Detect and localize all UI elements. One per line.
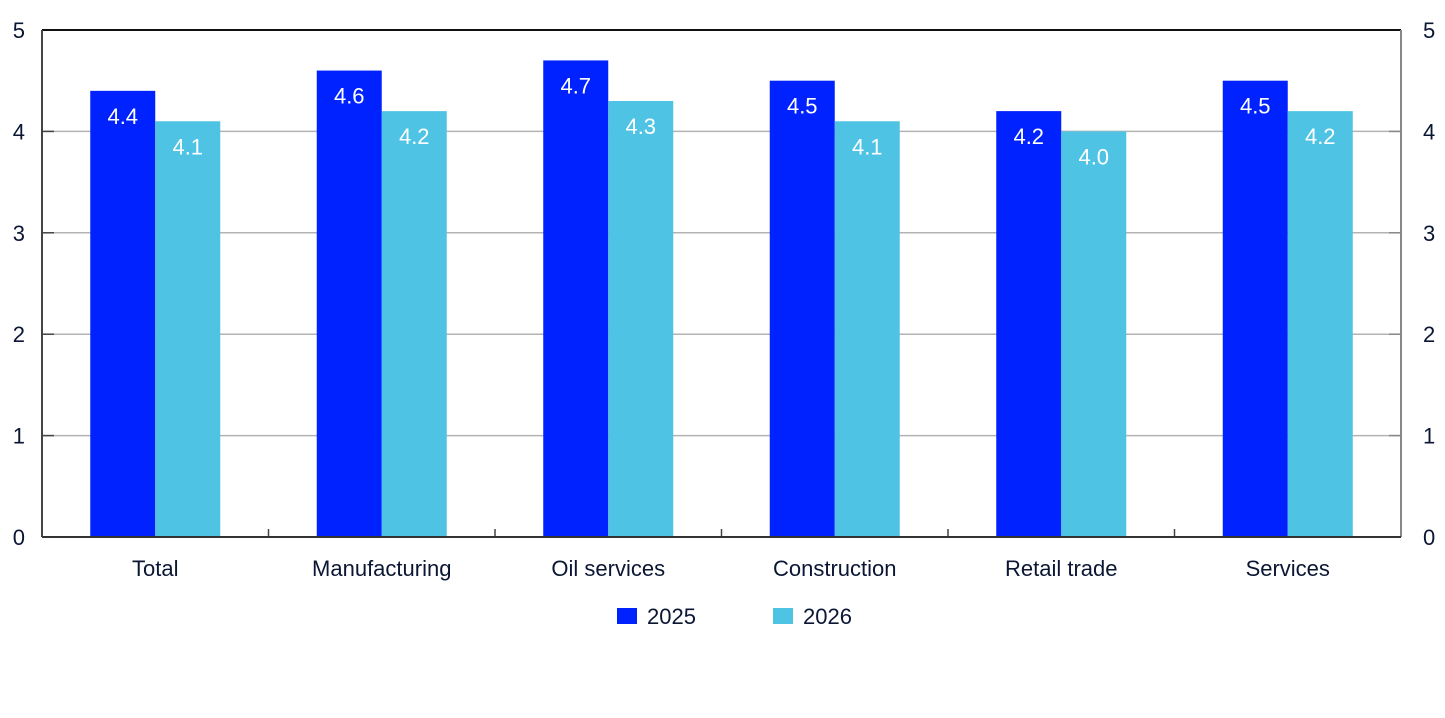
y-tick-label: 1 xyxy=(13,424,25,449)
bar-2025 xyxy=(1222,80,1288,537)
legend-label: 2026 xyxy=(803,604,852,629)
x-tick-label: Construction xyxy=(773,556,897,581)
data-label: 4.2 xyxy=(1013,124,1044,149)
legend-swatch-2026 xyxy=(773,608,793,624)
y-tick-label: 3 xyxy=(13,221,25,246)
data-label: 4.5 xyxy=(787,94,818,119)
y-tick-label: 4 xyxy=(13,119,25,144)
legend-swatch-2025 xyxy=(617,608,637,624)
data-label: 4.7 xyxy=(560,73,591,98)
bar-2025 xyxy=(996,111,1062,538)
y2-tick-label: 0 xyxy=(1423,525,1435,550)
y2-tick-label: 1 xyxy=(1423,424,1435,449)
bar-2026 xyxy=(1061,131,1127,537)
x-tick-label: Services xyxy=(1246,556,1330,581)
data-label: 4.1 xyxy=(852,134,883,159)
data-label: 4.2 xyxy=(1305,124,1336,149)
y2-tick-label: 3 xyxy=(1423,221,1435,246)
x-tick-label: Total xyxy=(132,556,178,581)
bar-2026 xyxy=(608,100,674,537)
bar-2025 xyxy=(90,90,156,537)
y2-tick-label: 2 xyxy=(1423,322,1435,347)
bar-2025 xyxy=(543,60,609,538)
data-label: 4.2 xyxy=(399,124,430,149)
legend-label: 2025 xyxy=(647,604,696,629)
bar-2025 xyxy=(316,70,382,537)
data-label: 4.3 xyxy=(625,114,656,139)
data-label: 4.5 xyxy=(1240,94,1271,119)
data-label: 4.4 xyxy=(107,104,138,129)
data-label: 4.6 xyxy=(334,84,365,109)
y2-tick-label: 4 xyxy=(1423,119,1435,144)
y2-tick-label: 5 xyxy=(1423,18,1435,43)
y-tick-label: 0 xyxy=(13,525,25,550)
bar-2026 xyxy=(834,121,900,537)
x-tick-label: Oil services xyxy=(551,556,665,581)
bar-2025 xyxy=(769,80,835,537)
y-tick-label: 2 xyxy=(13,322,25,347)
x-tick-label: Retail trade xyxy=(1005,556,1118,581)
x-tick-label: Manufacturing xyxy=(312,556,451,581)
bar-2026 xyxy=(155,121,221,537)
bar-2026 xyxy=(1287,111,1353,538)
bar-2026 xyxy=(381,111,447,538)
y-tick-label: 5 xyxy=(13,18,25,43)
data-label: 4.0 xyxy=(1078,144,1109,169)
data-label: 4.1 xyxy=(172,134,203,159)
